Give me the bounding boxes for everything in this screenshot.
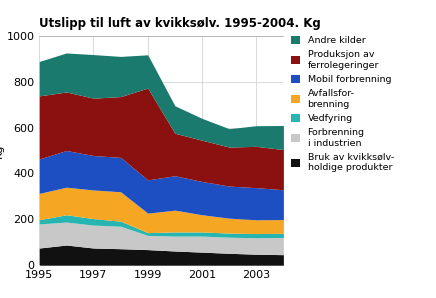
Y-axis label: Kg: Kg: [0, 143, 3, 158]
Text: Utslipp til luft av kvikksølv. 1995-2004. Kg: Utslipp til luft av kvikksølv. 1995-2004…: [39, 17, 321, 30]
Legend: Andre kilder, Produksjon av
ferrolegeringer, Mobil forbrenning, Avfallsfor-
bren: Andre kilder, Produksjon av ferrolegerin…: [290, 36, 394, 172]
